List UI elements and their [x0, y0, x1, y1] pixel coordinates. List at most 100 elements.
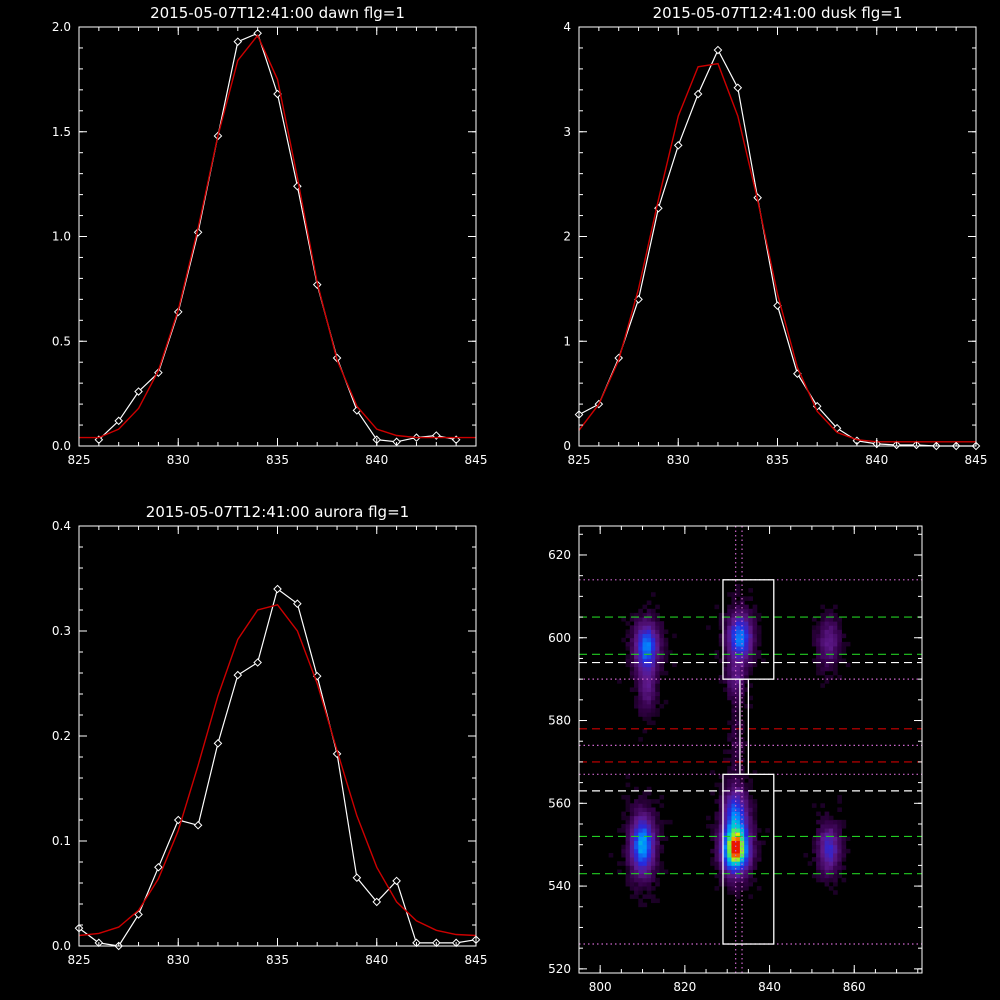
data-point — [713, 45, 723, 55]
heatmap-cell — [625, 795, 631, 800]
heatmap-cell — [655, 857, 660, 862]
heatmap-cell — [739, 666, 745, 672]
heatmap-cell — [739, 873, 745, 879]
heatmap-cell — [710, 770, 715, 775]
heatmap-cell — [739, 869, 745, 875]
heatmap-cell — [731, 790, 737, 796]
heatmap-cell — [727, 691, 732, 697]
heatmap-cell — [837, 795, 842, 800]
x-tick-label: 830 — [167, 453, 190, 467]
heatmap-cell — [718, 612, 724, 618]
heatmap-cell — [650, 848, 656, 854]
heatmap-cell — [638, 865, 643, 870]
heatmap-cell — [718, 633, 724, 639]
heatmap-cell — [841, 836, 847, 841]
heatmap-cell — [727, 873, 732, 879]
heatmap-cell — [617, 869, 622, 875]
heatmap-cell — [744, 881, 749, 887]
data-point — [173, 815, 183, 825]
heatmap-cell — [650, 683, 656, 688]
heatmap-cell — [714, 819, 720, 825]
heatmap-cell — [828, 869, 834, 875]
heatmap-cell — [837, 840, 842, 846]
heatmap-cell — [655, 658, 660, 663]
data-point — [312, 671, 322, 681]
heatmap-cell — [722, 650, 728, 655]
heatmap-cell — [739, 881, 745, 887]
heatmap-cell — [828, 666, 834, 672]
heatmap-cell — [650, 687, 656, 692]
heatmap-cell — [650, 873, 656, 879]
heatmap-cell — [642, 650, 648, 655]
heatmap-cell — [739, 815, 745, 821]
heatmap-cell — [646, 716, 652, 721]
heatmap-cell — [655, 679, 660, 684]
heatmap-cell — [811, 637, 817, 643]
heatmap-cell — [722, 803, 728, 808]
heatmap-cell — [816, 658, 821, 663]
heatmap-cell — [727, 658, 732, 663]
heatmap-cell — [722, 654, 728, 659]
y-tick-label: 0.4 — [52, 519, 71, 533]
heatmap-cell — [824, 612, 830, 618]
heatmap-cell — [752, 646, 758, 651]
heatmap-cell — [655, 641, 660, 647]
x-tick-label: 840 — [865, 453, 888, 467]
heatmap-cell — [727, 612, 732, 618]
heatmap-cell — [722, 774, 728, 779]
heatmap-cell — [722, 625, 728, 630]
heatmap-cell — [735, 766, 741, 771]
heatmap-cell — [824, 608, 830, 614]
heatmap-cell — [638, 848, 643, 854]
heatmap-cell — [634, 824, 639, 829]
heatmap-cell — [752, 877, 758, 883]
heatmap-cell — [731, 675, 737, 680]
heatmap-cell — [659, 666, 665, 672]
x-tick-label: 835 — [266, 953, 289, 967]
heatmap-cell — [672, 633, 677, 639]
heatmap-cell — [646, 786, 652, 792]
heatmap-cell — [735, 857, 741, 862]
heatmap-cell — [650, 886, 656, 891]
heatmap-cell — [748, 670, 754, 676]
heatmap-cell — [625, 629, 631, 635]
heatmap-cell — [655, 824, 660, 829]
heatmap-cell — [722, 675, 728, 680]
heatmap-cell — [735, 588, 741, 593]
heatmap-cell — [731, 687, 737, 692]
heatmap-cell — [735, 708, 741, 713]
heatmap-cell — [714, 650, 720, 655]
heatmap-cell — [655, 828, 660, 833]
y-tick-label: 0.3 — [52, 624, 71, 638]
y-tick-label: 520 — [548, 962, 571, 976]
heatmap-cell — [722, 807, 728, 812]
x-tick-label: 845 — [465, 953, 488, 967]
heatmap-cell — [650, 608, 656, 614]
heatmap-cell — [655, 848, 660, 854]
heatmap-cell — [642, 666, 648, 672]
heatmap-cell — [731, 869, 737, 875]
heatmap-cell — [722, 811, 728, 817]
heatmap-cell — [752, 770, 758, 775]
heatmap-cell — [752, 612, 758, 618]
heatmap-cell — [617, 679, 622, 684]
heatmap-cell — [811, 840, 817, 846]
heatmap-cell — [650, 621, 656, 626]
heatmap-cell — [735, 703, 741, 709]
heatmap-cell — [727, 592, 732, 597]
heatmap-cell — [634, 637, 639, 643]
heatmap-cell — [748, 650, 754, 655]
heatmap-cell — [739, 811, 745, 817]
heatmap-cell — [735, 695, 741, 701]
heatmap-cell — [638, 828, 643, 833]
heatmap-cell — [625, 828, 631, 833]
heatmap-cell — [731, 761, 737, 767]
heatmap-cell — [744, 637, 749, 643]
heatmap-cell — [727, 662, 732, 668]
heatmap-cell — [744, 741, 749, 746]
heatmap-cell — [816, 828, 821, 833]
heatmap-cell — [752, 662, 758, 668]
heatmap-cell — [748, 811, 754, 817]
heatmap-cell — [833, 848, 838, 854]
heatmap-cell — [811, 617, 817, 622]
